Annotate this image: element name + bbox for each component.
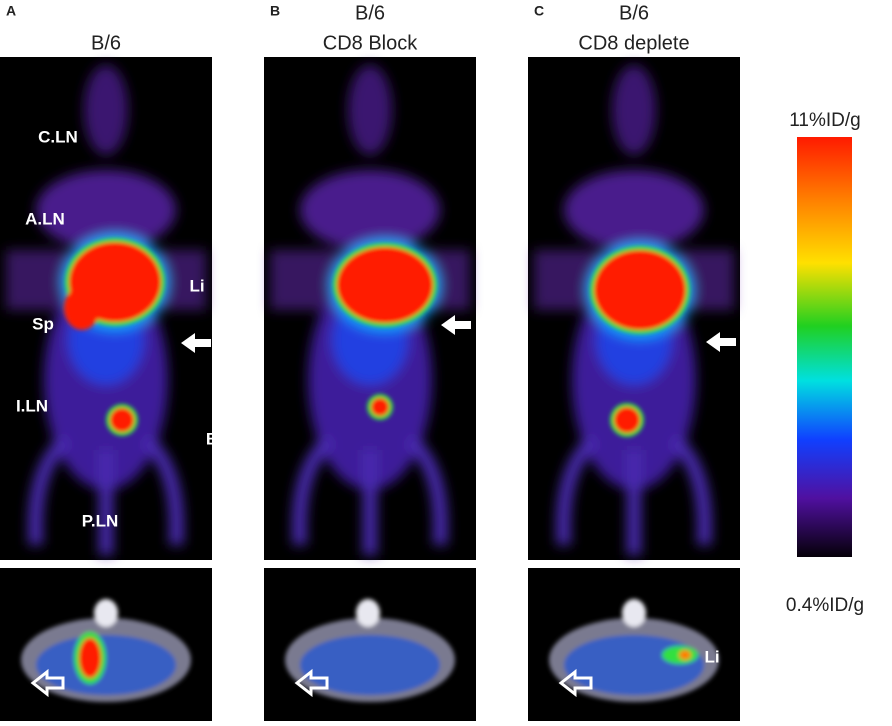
arrow-outline xyxy=(30,668,65,698)
spleen-ct-core xyxy=(79,638,101,678)
liver-core xyxy=(337,247,433,323)
organ-label: I.LN xyxy=(16,396,48,415)
liver xyxy=(64,238,165,436)
spine xyxy=(356,599,380,627)
legs xyxy=(556,434,712,555)
colorbar-min: 0.4%ID/g xyxy=(786,595,864,616)
panel-letter: C xyxy=(534,3,544,19)
organ-label: Li xyxy=(704,647,719,666)
panel-title: B/6 xyxy=(619,2,649,24)
organ-label: C.LN xyxy=(38,127,78,146)
ct-pet xyxy=(300,635,440,695)
organ-label: Li xyxy=(189,276,204,295)
colorbar-max: 11%ID/g xyxy=(789,110,860,131)
arrow-outline xyxy=(294,668,329,698)
spine xyxy=(622,599,646,627)
body xyxy=(612,65,656,155)
arrow xyxy=(441,315,471,335)
bladder xyxy=(371,398,389,416)
colorbar xyxy=(797,137,852,557)
ct-pet xyxy=(564,635,704,695)
bladder xyxy=(110,408,134,432)
organ-label: B xyxy=(206,429,218,448)
arrow xyxy=(181,333,211,353)
body xyxy=(348,65,392,155)
liver xyxy=(590,246,690,437)
body xyxy=(564,170,704,250)
body xyxy=(300,170,440,250)
organ-label: P.LN xyxy=(82,511,119,530)
organ-label: A.LN xyxy=(25,209,65,228)
panel-title: B/6 xyxy=(91,32,121,54)
liver-ct-core xyxy=(679,650,691,660)
legs xyxy=(292,434,448,555)
ct-pet xyxy=(36,635,176,695)
spleen xyxy=(64,286,100,330)
liver-core xyxy=(594,250,686,330)
legs xyxy=(28,434,184,555)
organ-label: Sp xyxy=(32,314,54,333)
arrow xyxy=(706,332,736,352)
panel-title: B/6 xyxy=(355,2,385,24)
spine xyxy=(94,599,118,627)
panel-letter: A xyxy=(6,3,16,19)
panel-title: CD8 Block xyxy=(323,32,418,54)
panel-title: CD8 deplete xyxy=(578,32,689,54)
body xyxy=(36,170,176,250)
bladder xyxy=(614,407,640,433)
body xyxy=(84,65,128,155)
liver xyxy=(333,243,437,420)
arrow-outline xyxy=(558,668,593,698)
panel-letter: B xyxy=(270,3,280,19)
